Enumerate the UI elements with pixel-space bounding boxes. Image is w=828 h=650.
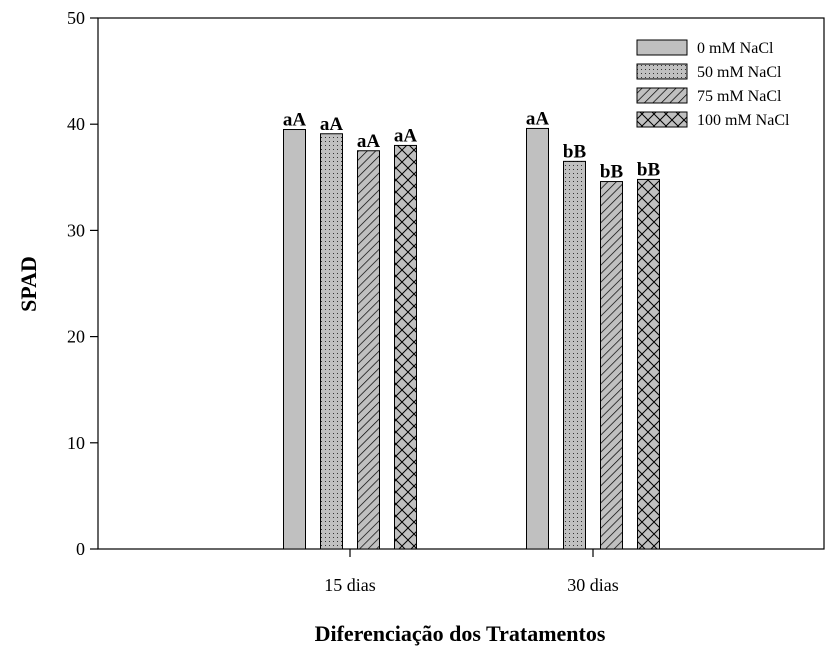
bar	[357, 150, 380, 550]
plot-frame	[97, 17, 825, 550]
x-axis-title: Diferenciação dos Tratamentos	[315, 621, 606, 646]
legend-swatch	[636, 63, 688, 80]
bar	[320, 133, 343, 550]
legend-label: 100 mM NaCl	[697, 112, 790, 129]
bar-data-label: aA	[357, 131, 381, 152]
bar	[600, 181, 623, 550]
y-tick-label: 30	[67, 220, 85, 240]
legend-swatch	[636, 87, 688, 104]
y-tick-label: 10	[67, 433, 85, 453]
legend-label: 75 mM NaCl	[697, 88, 782, 105]
bar-data-labels: aA aA aA aA aA bB bB bB	[283, 108, 661, 182]
y-tick-label: 40	[67, 114, 85, 134]
y-axis-title: SPAD	[16, 256, 41, 312]
legend-swatch	[636, 111, 688, 128]
bar-data-label: aA	[283, 110, 307, 131]
y-tick-label: 0	[76, 539, 85, 559]
bar-data-label: bB	[637, 159, 661, 180]
bars	[283, 127, 660, 550]
bar	[563, 160, 586, 550]
legend-swatch	[636, 39, 688, 56]
bar	[526, 127, 549, 550]
x-tick-label: 15 dias	[324, 575, 376, 595]
bar-data-label: bB	[600, 162, 624, 183]
legend-label: 0 mM NaCl	[697, 40, 774, 57]
bar	[394, 144, 417, 550]
bar	[283, 129, 306, 550]
x-tick-label: 30 dias	[567, 575, 619, 595]
y-tick-label: 50	[67, 8, 85, 28]
bar-data-label: aA	[526, 108, 550, 129]
legend-label: 50 mM NaCl	[697, 64, 782, 81]
legend: 0 mM NaCl 50 mM NaCl 75 mM NaCl 100 mM NaCl	[636, 39, 790, 129]
y-tick-label: 20	[67, 327, 85, 347]
bar-data-label: aA	[320, 114, 344, 135]
bar-data-label: aA	[394, 125, 418, 146]
plot-area: 0 10 20 30 40 50 15 dias 30 dias	[67, 8, 825, 595]
bar-data-label: bB	[563, 141, 587, 162]
bar	[637, 178, 660, 550]
